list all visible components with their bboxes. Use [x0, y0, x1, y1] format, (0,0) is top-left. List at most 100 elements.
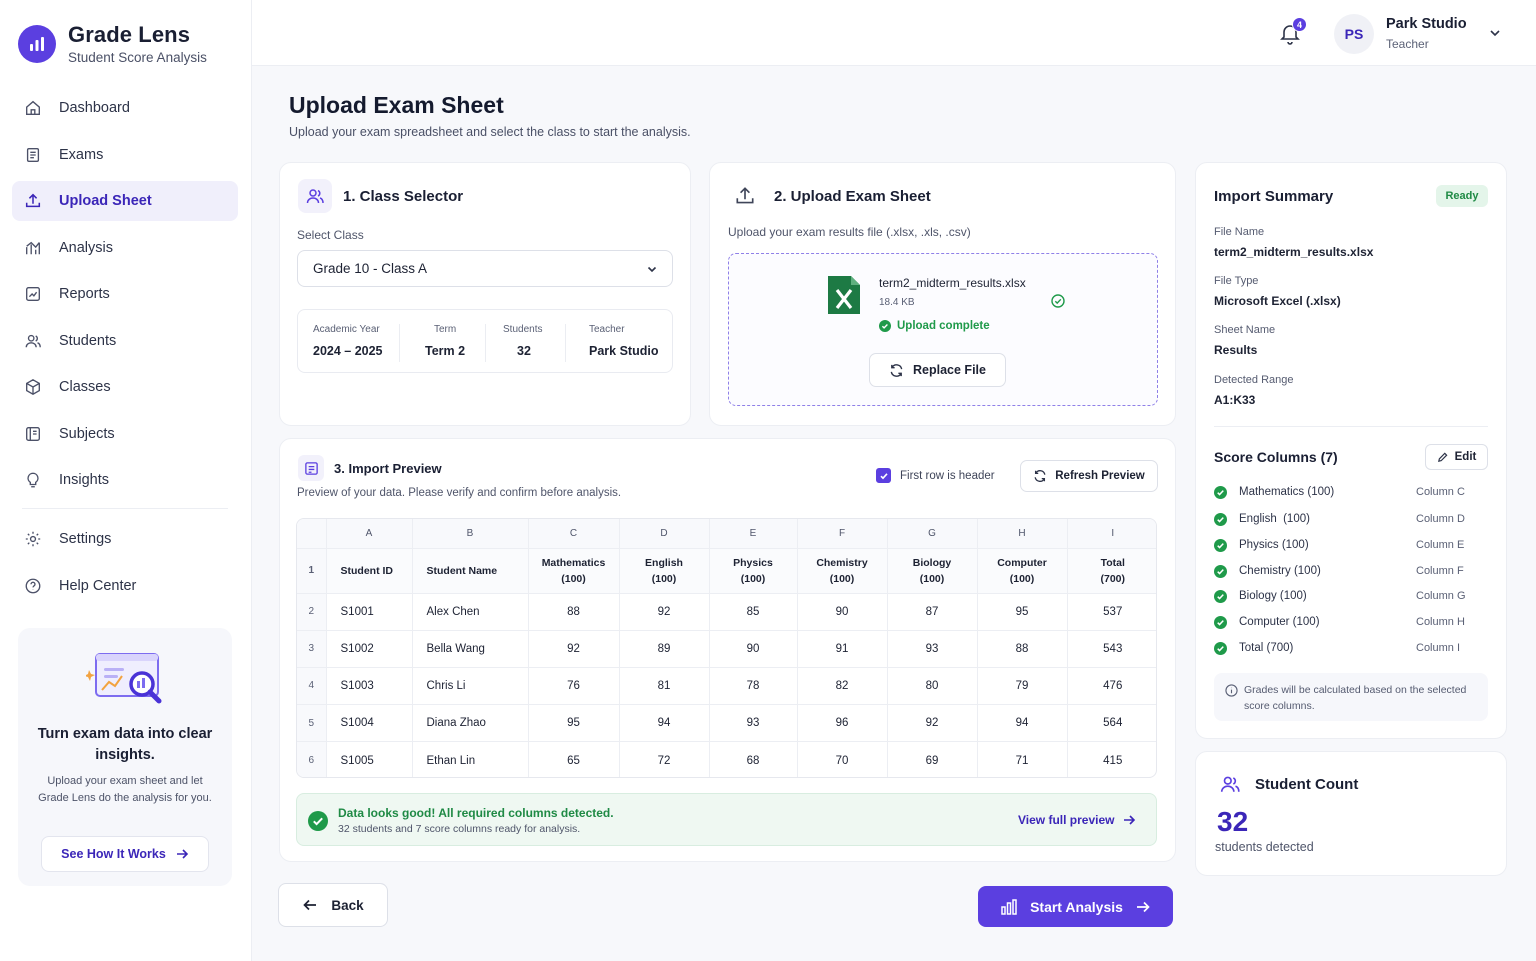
sidebar-item-label: Analysis — [59, 239, 113, 256]
table-cell: 95 — [977, 593, 1068, 631]
promo-card: Turn exam data into clear insights. Uplo… — [18, 628, 232, 886]
user-name[interactable]: Park Studio — [1386, 16, 1467, 32]
score-column-ref: Column H — [1416, 616, 1465, 628]
info-divider — [399, 324, 400, 362]
score-column-row: Computer (100) Column H — [1214, 612, 1488, 632]
class-selector-title: 1. Class Selector — [343, 188, 464, 205]
sidebar-item-help-center[interactable]: Help Center — [12, 566, 238, 606]
replace-file-button[interactable]: Replace File — [869, 353, 1006, 387]
start-analysis-button[interactable]: Start Analysis — [978, 886, 1173, 927]
app-title: Grade Lens — [68, 22, 191, 47]
column-header: Mathematics (100) — [528, 548, 620, 594]
sidebar-item-settings[interactable]: Settings — [12, 519, 238, 559]
sidebar-item-reports[interactable]: Reports — [12, 274, 238, 314]
table-cell: 69 — [887, 741, 978, 777]
score-column-row: English (100) Column D — [1214, 509, 1488, 529]
avatar[interactable]: PS — [1334, 14, 1374, 54]
chevron-down-icon[interactable] — [1488, 26, 1502, 40]
checkbox-checked[interactable] — [876, 468, 891, 483]
view-full-preview-link[interactable]: View full preview — [1018, 813, 1136, 827]
sidebar-item-analysis[interactable]: Analysis — [12, 228, 238, 268]
sidebar-divider — [22, 508, 228, 509]
column-header: Student ID — [326, 548, 413, 594]
sidebar-item-subjects[interactable]: Subjects — [12, 414, 238, 454]
sidebar-item-insights[interactable]: Insights — [12, 460, 238, 500]
check-circle-icon — [1214, 564, 1227, 578]
sidebar-item-dashboard[interactable]: Dashboard — [12, 88, 238, 128]
sidebar-item-students[interactable]: Students — [12, 321, 238, 361]
table-cell: S1005 — [326, 741, 413, 777]
back-button[interactable]: Back — [278, 883, 388, 927]
academic-year-value: 2024 – 2025 — [313, 344, 383, 358]
upload-icon — [25, 193, 41, 208]
check-circle-icon — [1214, 512, 1227, 526]
class-select[interactable]: Grade 10 - Class A — [297, 250, 673, 287]
home-icon — [26, 100, 40, 115]
table-cell: 85 — [709, 593, 798, 631]
sidebar-item-label: Settings — [59, 531, 112, 547]
replace-file-label: Replace File — [913, 363, 986, 377]
column-header-max: (100) — [919, 572, 945, 585]
table-cell: 88 — [977, 630, 1068, 668]
table-cell: 96 — [797, 704, 888, 743]
term-label: Term — [434, 324, 457, 335]
sidebar-item-classes[interactable]: Classes — [12, 367, 238, 407]
class-selector-card — [279, 162, 691, 426]
table-cell: S1003 — [326, 667, 413, 706]
column-letter: G — [887, 519, 978, 549]
app-logo[interactable]: Grade Lens Student Score Analysis — [18, 22, 207, 65]
score-column-name: Total (700) — [1239, 642, 1294, 654]
see-how-it-works-button[interactable]: See How It Works — [41, 836, 209, 872]
sidebar-item-label: Classes — [59, 379, 111, 395]
refresh-icon — [1034, 470, 1046, 482]
first-row-header-toggle[interactable]: First row is header — [876, 468, 995, 483]
preview-table: A B C D E F G H I 1 Student ID Student N… — [296, 518, 1157, 778]
class-info-panel: Academic Year 2024 – 2025 Term Term 2 St… — [297, 309, 673, 373]
file-type-label: File Type — [1214, 275, 1259, 287]
column-letter: A — [326, 519, 413, 549]
sidebar-item-label: Help Center — [59, 577, 137, 594]
table-cell: S1004 — [326, 704, 413, 743]
notification-badge: 4 — [1292, 17, 1307, 32]
file-dropzone[interactable]: term2_midterm_results.xlsx 18.4 KB Uploa… — [728, 253, 1158, 406]
table-cell: 92 — [528, 630, 620, 668]
top-bar: 4 PS Park Studio Teacher — [252, 0, 1536, 66]
column-header: Computer (100) — [977, 548, 1068, 594]
term-value: Term 2 — [425, 344, 466, 358]
edit-score-columns-button[interactable]: Edit — [1425, 444, 1488, 470]
score-column-ref: Column C — [1416, 486, 1465, 498]
logo-chart-icon — [18, 24, 56, 63]
sidebar-item-label: Insights — [59, 472, 109, 488]
table-cell: 87 — [887, 593, 978, 631]
upload-status: Upload complete — [879, 320, 990, 332]
column-header-name: Total — [1100, 556, 1125, 569]
sheet-name-value: Results — [1214, 343, 1258, 357]
teacher-value: Park Studio — [589, 344, 659, 358]
table-cell: Bella Wang — [412, 630, 529, 668]
table-cell: 93 — [887, 630, 978, 668]
sidebar-item-upload-sheet[interactable]: Upload Sheet — [12, 181, 238, 221]
arrow-right-icon — [1124, 815, 1136, 825]
file-type-value: Microsoft Excel (.xlsx) — [1214, 294, 1341, 308]
validation-title: Data looks good! All required columns de… — [338, 806, 614, 820]
help-icon — [25, 578, 41, 593]
table-cell: 80 — [887, 667, 978, 706]
excel-file-icon — [828, 276, 860, 314]
table-cell: 70 — [797, 741, 888, 777]
sidebar-item-exams[interactable]: Exams — [12, 135, 238, 175]
table-cell: 537 — [1067, 593, 1156, 631]
row-number: 1 — [297, 548, 327, 594]
sidebar-item-label: Students — [59, 332, 117, 349]
table-cell: 476 — [1067, 667, 1156, 706]
class-users-icon — [298, 179, 332, 213]
column-header-max: (100) — [561, 572, 586, 585]
refresh-preview-button[interactable]: Refresh Preview — [1020, 460, 1158, 492]
sheet-name-label: Sheet Name — [1214, 324, 1276, 336]
column-letter: C — [528, 519, 620, 549]
column-header: Biology (100) — [887, 548, 978, 594]
academic-year-label: Academic Year — [313, 324, 380, 335]
arrow-right-icon — [176, 849, 188, 859]
score-column-row: Total (700) Column I — [1214, 638, 1488, 658]
student-count-card — [1195, 751, 1507, 876]
table-cell: Chris Li — [412, 667, 529, 706]
